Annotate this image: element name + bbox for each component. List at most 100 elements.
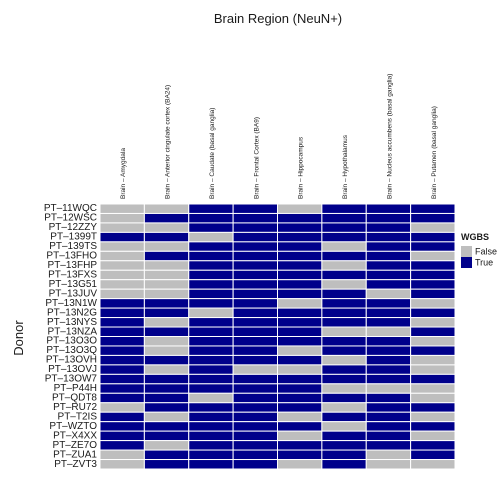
heatmap-cell: [100, 242, 144, 251]
heatmap-cell: [322, 308, 366, 317]
heatmap-cell: [411, 327, 455, 336]
heatmap-cell: [366, 318, 410, 327]
heatmap-cell: [278, 270, 322, 279]
heatmap-cell: [233, 441, 277, 450]
heatmap-cell: [144, 365, 188, 374]
heatmap-cell: [366, 365, 410, 374]
row-label: PT–ZVT3: [54, 459, 97, 470]
heatmap-cell: [322, 403, 366, 412]
column-label: Brain – Hippocampus: [298, 136, 305, 199]
heatmap-cell: [366, 242, 410, 251]
heatmap-cell: [411, 270, 455, 279]
heatmap-cell: [411, 431, 455, 440]
legend-title: WGBS: [461, 232, 489, 242]
heatmap-cell: [144, 422, 188, 431]
heatmap-cell: [100, 223, 144, 232]
heatmap-cell: [322, 450, 366, 459]
heatmap-cell: [144, 299, 188, 308]
heatmap-cell: [144, 393, 188, 402]
heatmap-cell: [322, 232, 366, 241]
heatmap-cell: [233, 460, 277, 469]
heatmap-cell: [322, 299, 366, 308]
heatmap-cell: [278, 308, 322, 317]
heatmap-cell: [366, 441, 410, 450]
column-label: Brain – Caudate (basal ganglia): [209, 108, 216, 199]
heatmap-cell: [366, 460, 410, 469]
heatmap-cell: [144, 384, 188, 393]
legend-swatch: [461, 257, 472, 268]
heatmap-cell: [322, 355, 366, 364]
heatmap-cell: [233, 232, 277, 241]
heatmap-cell: [233, 374, 277, 383]
heatmap-cell: [366, 422, 410, 431]
heatmap-cell: [189, 261, 233, 270]
heatmap-cell: [278, 232, 322, 241]
heatmap-cell: [233, 204, 277, 213]
heatmap-cell: [278, 327, 322, 336]
heatmap-cell: [100, 355, 144, 364]
heatmap-cell: [233, 365, 277, 374]
heatmap-cell: [411, 374, 455, 383]
heatmap-cell: [144, 270, 188, 279]
heatmap-cell: [100, 318, 144, 327]
heatmap-cell: [322, 412, 366, 421]
heatmap-cell: [278, 384, 322, 393]
heatmap-cell: [411, 422, 455, 431]
heatmap-cell: [189, 270, 233, 279]
heatmap-cell: [411, 280, 455, 289]
heatmap-cell: [189, 441, 233, 450]
heatmap-cell: [100, 204, 144, 213]
heatmap-cell: [189, 232, 233, 241]
column-label: Brain – Amygdala: [120, 148, 127, 199]
heatmap-cell: [144, 441, 188, 450]
heatmap-cell: [322, 242, 366, 251]
heatmap-cell: [189, 384, 233, 393]
heatmap-cell: [233, 308, 277, 317]
heatmap-cell: [322, 270, 366, 279]
heatmap-cell: [411, 450, 455, 459]
heatmap-cell: [366, 346, 410, 355]
heatmap-cell: [144, 204, 188, 213]
heatmap-cell: [233, 261, 277, 270]
column-label: Brain – Hypothalamus: [342, 134, 349, 199]
heatmap-cell: [411, 460, 455, 469]
column-label: Brain – Nucleus accumbens (basal ganglia…: [386, 74, 393, 199]
legend-swatch: [461, 246, 472, 257]
heatmap-cell: [100, 346, 144, 355]
heatmap-cell: [100, 460, 144, 469]
heatmap-cell: [366, 261, 410, 270]
heatmap-cell: [411, 289, 455, 298]
row-labels: PT–11WQCPT–12WSCPT–12ZZYPT–1399TPT–139TS…: [44, 203, 98, 470]
heatmap-cell: [189, 308, 233, 317]
heatmap-cell: [322, 327, 366, 336]
heatmap-cell: [411, 384, 455, 393]
heatmap-cell: [322, 393, 366, 402]
heatmap-cell: [366, 412, 410, 421]
heatmap-cell: [144, 242, 188, 251]
column-labels: Brain – Amygdala Brain – Anterior cingula…: [120, 74, 438, 199]
heatmap-cell: [278, 299, 322, 308]
heatmap-cell: [144, 355, 188, 364]
heatmap-cell: [189, 280, 233, 289]
heatmap-cell: [366, 232, 410, 241]
heatmap-cell: [322, 337, 366, 346]
heatmap-cell: [233, 280, 277, 289]
heatmap-cell: [233, 251, 277, 260]
heatmap-cell: [322, 346, 366, 355]
heatmap-cell: [366, 289, 410, 298]
heatmap-cell: [278, 242, 322, 251]
heatmap-cell: [322, 204, 366, 213]
heatmap-cell: [144, 280, 188, 289]
heatmap-cell: [322, 441, 366, 450]
heatmap-cell: [322, 460, 366, 469]
heatmap-cell: [233, 299, 277, 308]
heatmap-cell: [189, 460, 233, 469]
heatmap-cell: [189, 431, 233, 440]
heatmap-cell: [411, 232, 455, 241]
heatmap-cell: [189, 242, 233, 251]
heatmap-cell: [189, 450, 233, 459]
column-label: Brain – Putamen (basal ganglia): [431, 106, 438, 199]
heatmap-cell: [144, 374, 188, 383]
heatmap-cell: [233, 289, 277, 298]
heatmap-cell: [100, 384, 144, 393]
